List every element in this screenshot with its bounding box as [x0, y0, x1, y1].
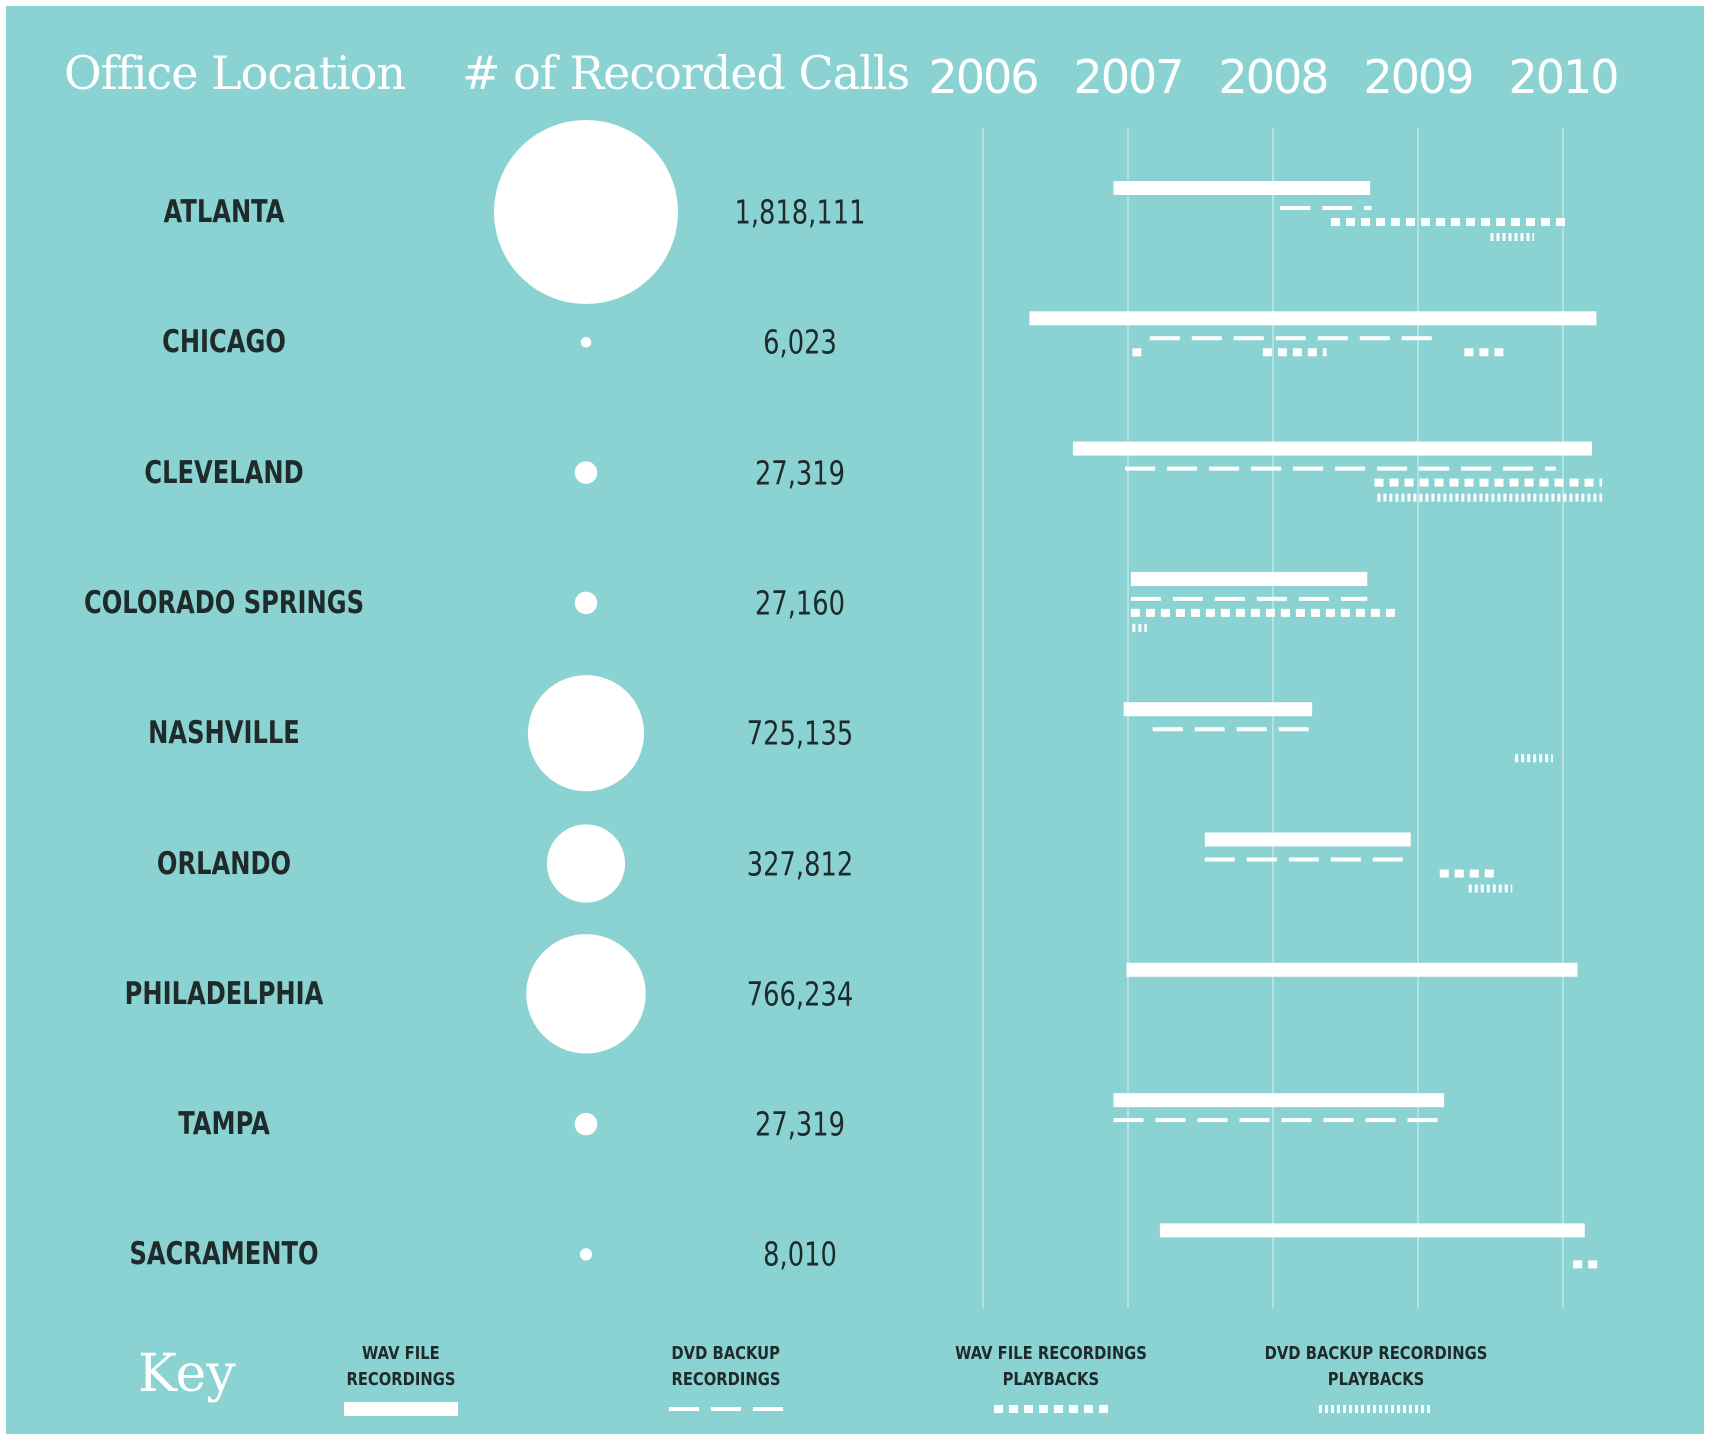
city-label-cleveland: CLEVELAND: [144, 454, 304, 491]
city-label-colorado-springs: COLORADO SPRINGS: [83, 584, 365, 621]
recorded-calls-header: # of Recorded Calls: [462, 46, 910, 100]
key-swatch-solid: [344, 1402, 458, 1416]
key-label-dotted: WAV FILE RECORDINGS PLAYBACKS: [955, 1343, 1147, 1390]
year-label-2009: 2009: [1363, 50, 1474, 104]
office-location-header: Office Location: [64, 46, 406, 100]
bubble-colorado-springs: [574, 591, 598, 615]
bubble-tampa: [574, 1112, 598, 1136]
bubble-atlanta: [494, 120, 678, 304]
city-label-philadelphia: PHILADELPHIA: [124, 975, 324, 1012]
year-label-2008: 2008: [1218, 50, 1329, 104]
call-volume-bubbles: [494, 120, 678, 1261]
wav-bar-atlanta: [1113, 181, 1371, 195]
bubble-nashville: [527, 675, 645, 792]
key-swatches: [344, 1402, 1433, 1416]
call-count-atlanta: 1,818,111: [734, 192, 866, 232]
call-count-sacramento: 8,010: [763, 1234, 837, 1274]
city-label-chicago: CHICAGO: [162, 324, 286, 361]
key-label-ticked: DVD BACKUP RECORDINGS PLAYBACKS: [1264, 1343, 1488, 1390]
wav-bar-colorado-springs: [1130, 571, 1368, 586]
recording-timeline: [982, 128, 1603, 1308]
city-label-nashville: NASHVILLE: [148, 715, 300, 752]
wav-bar-nashville: [1123, 702, 1313, 717]
call-count-chicago: 6,023: [763, 322, 837, 362]
wav-bar-orlando: [1204, 832, 1411, 847]
bubble-chicago: [580, 337, 592, 348]
city-label-sacramento: SACRAMENTO: [129, 1236, 319, 1273]
call-count-philadelphia: 766,234: [746, 974, 854, 1014]
wav-bar-sacramento: [1159, 1223, 1585, 1238]
bubble-orlando: [546, 824, 626, 903]
wav-bar-tampa: [1113, 1093, 1445, 1108]
bubble-cleveland: [574, 461, 598, 484]
bubble-philadelphia: [526, 934, 646, 1054]
call-count-tampa: 27,319: [754, 1104, 846, 1144]
city-label-atlanta: ATLANTA: [163, 194, 285, 230]
wav-bar-cleveland: [1072, 441, 1592, 456]
year-label-2006: 2006: [928, 50, 1039, 104]
key-label-dashed: DVD BACKUP RECORDINGS: [671, 1343, 781, 1390]
city-label-tampa: TAMPA: [178, 1106, 270, 1143]
call-count-orlando: 327,812: [746, 844, 854, 883]
bubble-sacramento: [579, 1248, 593, 1261]
chart-panel: Office Location # of Recorded Calls 2006…: [6, 6, 1704, 1434]
year-label-2007: 2007: [1073, 50, 1184, 104]
call-count-cleveland: 27,319: [754, 453, 846, 493]
call-count-colorado-springs: 27,160: [754, 583, 846, 623]
year-label-2010: 2010: [1508, 50, 1619, 104]
call-count-nashville: 725,135: [746, 713, 854, 753]
wav-bar-philadelphia: [1126, 962, 1578, 977]
city-label-orlando: ORLANDO: [156, 845, 292, 882]
key-title: Key: [138, 1344, 236, 1404]
key-label-solid: WAV FILE RECORDINGS: [346, 1343, 456, 1390]
wav-bar-chicago: [1029, 311, 1597, 326]
